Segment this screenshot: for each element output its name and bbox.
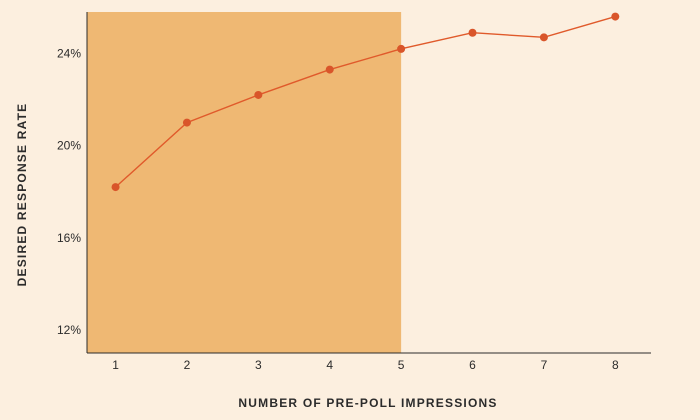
data-point [539,33,548,42]
x-tick-label: 3 [255,358,262,372]
x-axis-title: NUMBER OF PRE-POLL IMPRESSIONS [238,396,497,410]
series [111,12,620,192]
y-tick-label: 16% [57,231,81,245]
y-tick-label: 24% [57,46,81,60]
data-point [111,183,120,192]
y-tick-label: 20% [57,139,81,153]
data-point [325,65,334,74]
y-axis-title: DESIRED RESPONSE RATE [15,103,29,287]
x-tick-label: 5 [398,358,405,372]
x-tick-label: 1 [112,358,119,372]
x-tick-label: 7 [541,358,548,372]
data-point [468,28,477,37]
data-point [397,44,406,53]
x-tick-label: 4 [326,358,333,372]
data-point [611,12,620,21]
y-axis-ticks: 12% 16% 20% 24% [57,46,81,336]
x-tick-label: 6 [469,358,476,372]
series-line [115,15,616,188]
y-tick-label: 12% [57,323,81,337]
highlight-region [87,12,402,353]
x-tick-label: 8 [612,358,619,372]
data-point [182,118,191,127]
x-tick-label: 2 [184,358,191,372]
axes [86,12,651,354]
data-point [254,90,263,99]
x-axis-ticks: 1 2 3 4 5 6 7 8 [112,358,619,372]
